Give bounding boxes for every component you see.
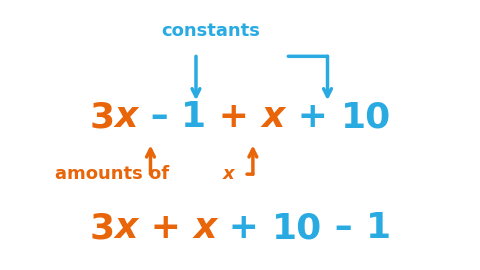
Text: amounts of: amounts of xyxy=(55,165,176,183)
Text: 1: 1 xyxy=(366,211,391,245)
Text: 10: 10 xyxy=(341,100,391,134)
Text: x: x xyxy=(114,211,138,245)
Text: 10: 10 xyxy=(272,211,322,245)
Text: 1: 1 xyxy=(181,100,206,134)
Text: +: + xyxy=(216,211,272,245)
Text: –: – xyxy=(138,100,181,134)
Text: –: – xyxy=(322,211,366,245)
Text: +: + xyxy=(138,211,193,245)
Text: +: + xyxy=(285,100,341,134)
Text: 3: 3 xyxy=(89,211,114,245)
Text: x: x xyxy=(114,100,138,134)
Text: constants: constants xyxy=(161,22,260,40)
Text: 3: 3 xyxy=(89,100,114,134)
Text: x: x xyxy=(193,211,216,245)
Text: x: x xyxy=(262,100,285,134)
Text: x: x xyxy=(223,165,235,183)
Text: +: + xyxy=(206,100,262,134)
